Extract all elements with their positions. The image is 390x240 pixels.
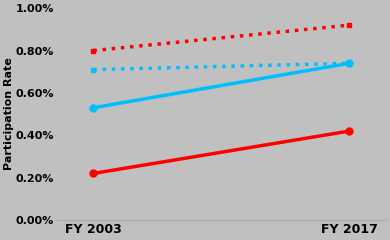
Y-axis label: Participation Rate: Participation Rate <box>4 58 14 170</box>
